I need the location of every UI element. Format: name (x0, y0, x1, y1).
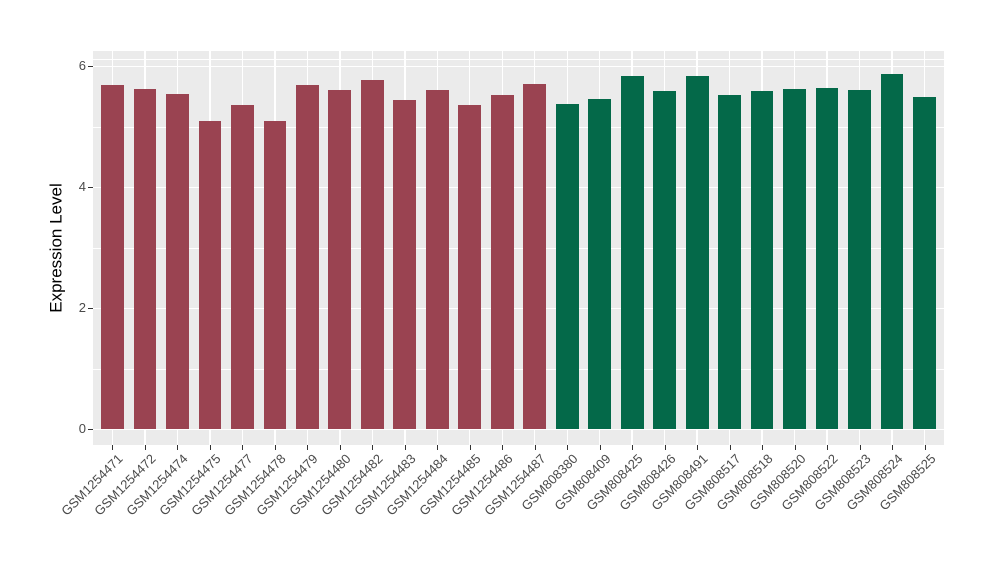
bar (555, 104, 579, 429)
bar (425, 89, 449, 429)
x-tick-mark (502, 445, 504, 450)
gridline-minor-h (93, 126, 944, 128)
bar (198, 121, 222, 429)
x-tick-mark (762, 445, 764, 450)
y-tick-mark (88, 429, 93, 430)
bar (523, 84, 547, 429)
x-tick-mark (339, 445, 341, 450)
x-tick-mark (599, 445, 601, 450)
x-tick-mark (404, 445, 406, 450)
gridline-minor-h (93, 58, 944, 60)
gridline-major-h (93, 186, 944, 189)
x-tick-mark (664, 445, 666, 450)
x-tick-mark (632, 445, 634, 450)
x-tick-mark (729, 445, 731, 450)
bar (653, 91, 677, 429)
bar (750, 90, 774, 429)
bar (783, 89, 806, 429)
x-tick-mark (112, 445, 114, 450)
gridline-major-h (93, 307, 944, 310)
bar (166, 94, 189, 429)
y-tick-mark (88, 66, 93, 67)
x-tick-mark (827, 445, 829, 450)
bar (848, 90, 871, 429)
x-tick-mark (567, 445, 569, 450)
bar (718, 95, 741, 429)
gridline-minor-h (93, 368, 944, 370)
bar (296, 85, 319, 429)
x-tick-mark (534, 445, 536, 450)
x-tick-mark (177, 445, 179, 450)
y-tick-label: 2 (78, 300, 86, 315)
y-tick-label: 0 (78, 421, 86, 436)
gridline-major-h (93, 428, 944, 431)
x-tick-mark (307, 445, 309, 450)
bar (263, 121, 287, 429)
y-tick-mark (88, 308, 93, 309)
x-tick-mark (437, 445, 439, 450)
x-tick-mark (892, 445, 894, 450)
bar (133, 89, 157, 429)
plot-panel (93, 51, 944, 445)
x-tick-mark (859, 445, 861, 450)
y-tick-mark (88, 187, 93, 188)
x-tick-mark (794, 445, 796, 450)
bar (880, 74, 904, 429)
gridline-major-h (93, 65, 944, 68)
bar (393, 99, 417, 429)
x-tick-mark (924, 445, 926, 450)
bar (101, 85, 124, 429)
bar (588, 98, 612, 429)
gridline-minor-h (93, 247, 944, 249)
y-axis-title-text: Expression Level (47, 183, 66, 313)
x-tick-mark (242, 445, 244, 450)
bar (685, 75, 709, 429)
x-tick-mark (469, 445, 471, 450)
bar (490, 95, 514, 429)
x-tick-mark (372, 445, 374, 450)
bar (815, 87, 839, 429)
y-tick-label: 6 (78, 58, 86, 73)
bar (328, 89, 352, 429)
y-axis-title: Expression Level (44, 51, 70, 445)
y-tick-label: 4 (78, 179, 86, 194)
bar (458, 105, 482, 429)
x-tick-mark (697, 445, 699, 450)
bar (231, 105, 254, 429)
x-tick-mark (209, 445, 211, 450)
x-tick-mark (144, 445, 146, 450)
bar (913, 97, 936, 429)
x-tick-mark (274, 445, 276, 450)
bar (620, 75, 644, 429)
bar (360, 79, 384, 429)
